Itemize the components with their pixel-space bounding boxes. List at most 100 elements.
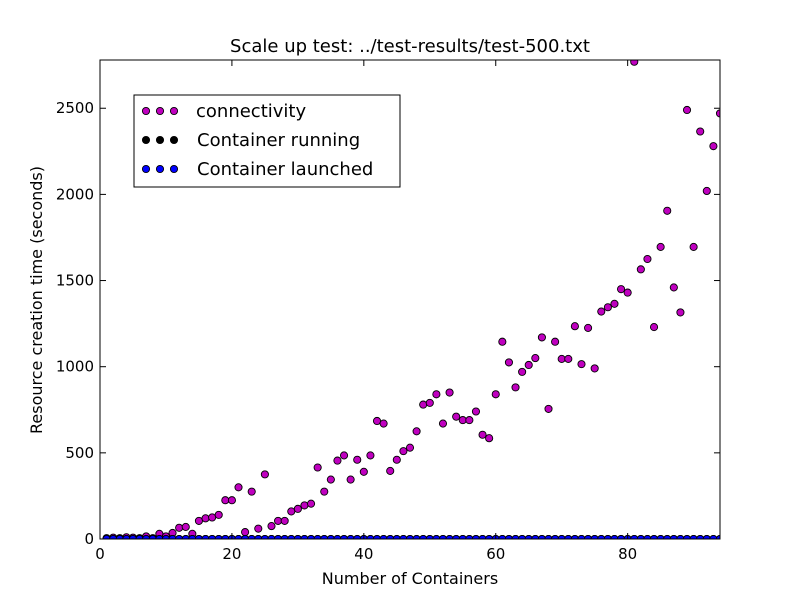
legend-label-container-running: Container running bbox=[197, 130, 360, 151]
point-connectivity bbox=[438, 419, 448, 428]
point-container-launched bbox=[307, 534, 316, 539]
point-container-launched bbox=[610, 534, 619, 539]
y-axis-label: Resource creation time (seconds) bbox=[27, 166, 46, 434]
point-connectivity bbox=[603, 303, 612, 312]
point-container-launched bbox=[194, 534, 203, 539]
point-connectivity bbox=[287, 507, 296, 516]
point-connectivity bbox=[669, 283, 678, 292]
point-container-launched bbox=[234, 534, 243, 539]
point-connectivity bbox=[267, 522, 276, 531]
point-container-launched bbox=[617, 534, 626, 539]
point-container-launched bbox=[564, 534, 573, 539]
legend-box bbox=[133, 94, 401, 188]
point-connectivity bbox=[663, 206, 672, 215]
point-container-launched bbox=[570, 534, 579, 539]
point-connectivity bbox=[630, 60, 639, 66]
point-container-launched bbox=[168, 534, 177, 539]
x-tick-label: 40 bbox=[354, 545, 373, 563]
point-container-launched bbox=[128, 534, 138, 539]
point-connectivity bbox=[353, 455, 362, 464]
point-connectivity bbox=[610, 299, 619, 308]
point-container-launched bbox=[682, 534, 692, 539]
point-connectivity bbox=[254, 524, 263, 533]
point-connectivity bbox=[649, 323, 659, 332]
point-container-launched bbox=[274, 534, 283, 539]
y-axis-ticks: 0 500 1000 1500 2000 2500 bbox=[56, 99, 720, 548]
point-container-launched bbox=[201, 534, 210, 539]
point-connectivity bbox=[313, 463, 322, 472]
point-container-launched bbox=[458, 534, 467, 539]
point-connectivity bbox=[379, 419, 388, 428]
point-container-launched bbox=[260, 534, 269, 539]
point-container-launched bbox=[372, 534, 382, 539]
plot-area bbox=[102, 60, 720, 539]
point-container-launched bbox=[544, 534, 553, 539]
point-connectivity bbox=[280, 516, 289, 525]
point-container-launched bbox=[656, 534, 665, 539]
point-container-launched bbox=[498, 534, 507, 539]
point-container-launched bbox=[465, 534, 474, 539]
point-container-launched bbox=[175, 534, 184, 539]
point-container-launched bbox=[161, 534, 171, 539]
point-connectivity bbox=[577, 360, 586, 369]
point-connectivity bbox=[537, 333, 546, 342]
point-container-launched bbox=[142, 534, 151, 539]
point-connectivity bbox=[208, 513, 217, 522]
x-tick-label: 60 bbox=[486, 545, 505, 563]
point-container-launched bbox=[346, 534, 355, 539]
point-connectivity bbox=[194, 516, 203, 525]
legend-marker-container-running bbox=[169, 135, 179, 145]
point-container-launched bbox=[676, 534, 685, 539]
point-connectivity bbox=[524, 360, 533, 370]
point-container-launched bbox=[208, 534, 217, 539]
point-container-launched bbox=[537, 534, 546, 539]
point-container-launched bbox=[221, 534, 230, 539]
point-container-launched bbox=[643, 534, 652, 539]
point-connectivity bbox=[709, 142, 718, 151]
point-container-launched bbox=[247, 534, 256, 539]
point-connectivity bbox=[478, 430, 487, 439]
point-container-launched bbox=[280, 534, 289, 539]
data-points-layer bbox=[102, 60, 720, 539]
point-container-launched bbox=[531, 534, 540, 539]
point-connectivity bbox=[372, 416, 382, 426]
point-connectivity bbox=[471, 407, 481, 416]
point-connectivity bbox=[221, 496, 230, 505]
point-container-launched bbox=[452, 534, 461, 539]
point-container-launched bbox=[379, 534, 388, 539]
point-connectivity bbox=[274, 516, 283, 525]
point-connectivity bbox=[696, 127, 705, 136]
point-container-launched bbox=[181, 534, 190, 539]
point-container-launched bbox=[214, 534, 223, 539]
point-connectivity bbox=[432, 390, 441, 399]
point-container-launched bbox=[636, 534, 645, 539]
point-container-launched bbox=[109, 534, 118, 539]
point-container-launched bbox=[504, 534, 513, 539]
plot-frame bbox=[99, 59, 721, 540]
x-axis-ticks: 0 20 40 60 80 bbox=[95, 60, 637, 563]
point-connectivity bbox=[320, 487, 329, 496]
point-connectivity bbox=[241, 528, 250, 537]
point-connectivity bbox=[392, 455, 401, 464]
point-container-launched bbox=[551, 534, 560, 539]
point-container-launched bbox=[412, 534, 421, 539]
point-container-launched bbox=[584, 534, 593, 539]
point-connectivity bbox=[656, 242, 665, 251]
point-connectivity bbox=[570, 322, 579, 331]
legend: connectivity Container running Container l… bbox=[133, 94, 401, 188]
legend-marker-container-launched bbox=[141, 164, 151, 174]
point-container-launched bbox=[471, 534, 481, 539]
point-container-launched bbox=[597, 534, 606, 539]
y-tick-label: 1500 bbox=[56, 272, 94, 290]
point-connectivity bbox=[564, 354, 573, 363]
point-connectivity bbox=[399, 447, 408, 456]
y-tick-label: 500 bbox=[65, 444, 94, 462]
legend-marker-container-launched bbox=[155, 164, 165, 174]
point-container-launched bbox=[590, 534, 599, 539]
point-container-launched bbox=[320, 534, 329, 539]
point-container-launched bbox=[524, 534, 533, 539]
y-tick-label: 2500 bbox=[56, 99, 94, 117]
point-container-launched bbox=[478, 534, 487, 539]
point-connectivity bbox=[307, 499, 316, 508]
x-tick-label: 0 bbox=[95, 545, 105, 563]
